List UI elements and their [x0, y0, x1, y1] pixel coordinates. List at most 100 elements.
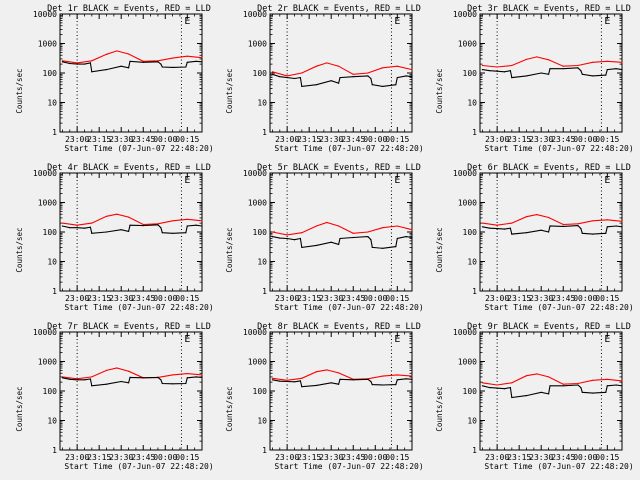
data-point-events — [69, 227, 71, 229]
data-point-lld — [577, 223, 579, 225]
data-point-events — [606, 69, 608, 71]
x-axis-label: Start Time (07-Jun-07 22:48:20) — [64, 303, 213, 312]
detector-panel-8: Det 8r BLACK = Events, RED = LLD 1 10 100 10… — [225, 322, 424, 471]
data-point-events — [293, 239, 296, 241]
data-point-events — [509, 387, 511, 389]
data-point-lld — [562, 223, 564, 226]
x-tick-label: 23:00 — [275, 294, 299, 303]
series-line-lld — [482, 373, 623, 386]
x-tick-label: 23:30 — [109, 135, 133, 144]
data-point-lld — [481, 382, 483, 384]
data-point-lld — [411, 375, 413, 377]
x-tick-label: 00:00 — [153, 453, 177, 462]
data-point-lld — [91, 376, 93, 378]
data-point-events — [157, 61, 159, 63]
plot-frame — [59, 172, 203, 292]
data-point-events — [580, 228, 582, 230]
y-tick-label: 1 — [472, 128, 477, 137]
y-tick-label: 1000 — [38, 40, 57, 49]
data-point-lld — [326, 221, 328, 224]
x-tick-label: 23:15 — [297, 135, 321, 144]
data-point-events — [201, 225, 203, 227]
data-point-lld — [548, 216, 550, 219]
data-point-events — [411, 76, 413, 78]
data-point-events — [382, 384, 384, 386]
data-point-events — [621, 69, 623, 71]
data-point-events — [615, 68, 617, 70]
x-tick-label: 23:00 — [65, 135, 89, 144]
x-tick-label: 23:30 — [529, 453, 553, 462]
data-point-events — [405, 75, 407, 77]
data-point-events — [128, 230, 130, 232]
y-tick-label: 100 — [253, 69, 268, 78]
data-point-events — [396, 237, 398, 240]
data-point-lld — [411, 229, 413, 231]
data-point-events — [592, 392, 594, 394]
data-point-events — [405, 378, 407, 380]
data-point-lld — [606, 378, 608, 380]
data-point-lld — [201, 374, 203, 376]
data-point-lld — [286, 234, 288, 236]
y-tick-label: 100 — [253, 387, 268, 396]
data-point-events — [185, 382, 187, 385]
data-point-events — [172, 232, 174, 234]
data-point-events — [330, 382, 332, 384]
data-point-events — [395, 84, 397, 86]
data-point-events — [615, 225, 617, 227]
data-point-events — [562, 385, 564, 387]
data-point-events — [370, 380, 372, 383]
data-point-events — [577, 225, 579, 227]
panel-title: Det 8r BLACK = Events, RED = LLD — [257, 322, 421, 332]
data-point-events — [271, 379, 273, 381]
y-tick-label: 100 — [43, 228, 58, 237]
data-point-events — [395, 246, 397, 248]
x-tick-label: 23:00 — [485, 294, 509, 303]
data-point-lld — [186, 218, 188, 220]
y-tick-label: 1000 — [248, 40, 267, 49]
x-tick-label: 00:15 — [595, 294, 619, 303]
data-point-events — [382, 247, 384, 249]
data-point-events — [315, 84, 318, 86]
data-point-lld — [157, 60, 159, 62]
x-tick-label: 23:00 — [65, 294, 89, 303]
data-point-events — [330, 241, 332, 243]
y-tick-label: 10000 — [243, 169, 267, 178]
x-tick-label: 23:45 — [341, 453, 365, 462]
x-tick-label: 23:30 — [529, 135, 553, 144]
panel-title: Det 1r BLACK = Events, RED = LLD — [47, 4, 211, 14]
x-tick-label: 23:45 — [341, 135, 365, 144]
data-point-events — [83, 63, 86, 65]
y-tick-label: 100 — [253, 228, 268, 237]
plot-frame — [269, 13, 413, 133]
data-point-events — [580, 387, 582, 389]
data-point-events — [511, 77, 513, 79]
x-axis-label: Start Time (07-Jun-07 22:48:20) — [274, 144, 423, 153]
panel-title: Det 2r BLACK = Events, RED = LLD — [257, 4, 421, 14]
y-tick-label: 1 — [262, 446, 267, 455]
y-tick-label: 10000 — [33, 169, 57, 178]
series-line-lld — [482, 56, 623, 68]
y-tick-label: 1 — [262, 128, 267, 137]
data-point-events — [606, 226, 608, 228]
data-point-lld — [621, 61, 623, 63]
event-marker: E — [394, 175, 400, 186]
event-marker: E — [604, 175, 610, 186]
x-tick-label: 00:15 — [385, 135, 409, 144]
data-point-events — [286, 237, 288, 240]
data-point-events — [69, 62, 71, 65]
data-point-events — [89, 226, 91, 228]
data-point-events — [185, 66, 187, 68]
data-point-events — [129, 60, 131, 62]
data-point-lld — [511, 222, 513, 224]
x-tick-label: 23:00 — [65, 453, 89, 462]
data-point-lld — [157, 223, 159, 225]
y-tick-label: 10 — [467, 258, 477, 267]
data-point-events — [279, 76, 281, 78]
data-point-events — [129, 224, 131, 226]
x-axis-label: Start Time (07-Jun-07 22:48:20) — [274, 303, 423, 312]
x-tick-label: 00:15 — [175, 453, 199, 462]
y-tick-label: 10000 — [453, 328, 477, 337]
y-tick-label: 1 — [52, 128, 57, 137]
data-point-events — [83, 379, 86, 381]
y-axis-label: Counts/sec — [225, 386, 234, 431]
